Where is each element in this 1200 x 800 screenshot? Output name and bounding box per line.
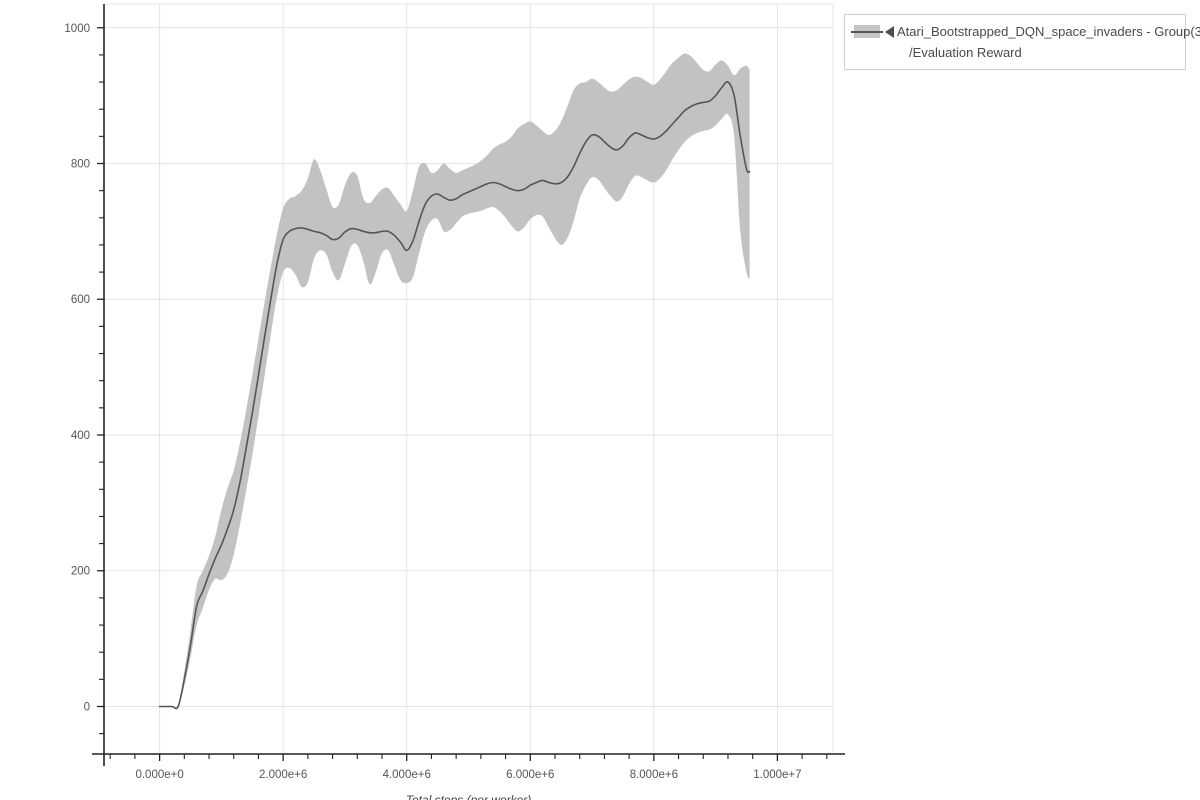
y-tick-label: 1000 [64,23,90,35]
x-tick-label: 8.000e+6 [630,769,678,781]
left-triangle-marker-icon [885,25,894,38]
x-tick-label: 6.000e+6 [506,769,554,781]
y-tick-label: 200 [71,566,90,578]
legend-label-line2: /Evaluation Reward [909,45,1022,60]
x-tick-labels: 0.000e+0 2.000e+6 4.000e+6 6.000e+6 8.000e+6… [135,769,801,781]
y-tick-labels: 0 200 400 600 800 1000 [64,23,90,714]
plot-background [104,4,833,754]
plot-area-background [104,4,833,754]
series-line [158,81,751,710]
y-tick-label: 0 [84,701,90,713]
x-axis-title: Total steps (per worker) [406,793,532,800]
legend-label-line1: Atari_Bootstrapped_DQN_space_invaders - … [897,24,1200,39]
tick-marks [97,27,828,761]
y-tick-label: 600 [71,294,90,306]
legend-entry[interactable]: Atari_Bootstrapped_DQN_space_invaders - … [845,23,1200,40]
x-tick-label: 0.000e+0 [135,769,183,781]
x-tick-label: 4.000e+6 [383,769,431,781]
x-tick-label: 2.000e+6 [259,769,307,781]
band-line-swatch-icon [851,23,883,40]
y-tick-label: 400 [71,430,90,442]
chart-legend[interactable]: Atari_Bootstrapped_DQN_space_invaders - … [844,14,1200,70]
y-tick-label: 800 [71,159,90,171]
axis-spines [92,4,845,766]
confidence-band [159,53,750,710]
x-tick-label: 1.000e+7 [753,769,801,781]
